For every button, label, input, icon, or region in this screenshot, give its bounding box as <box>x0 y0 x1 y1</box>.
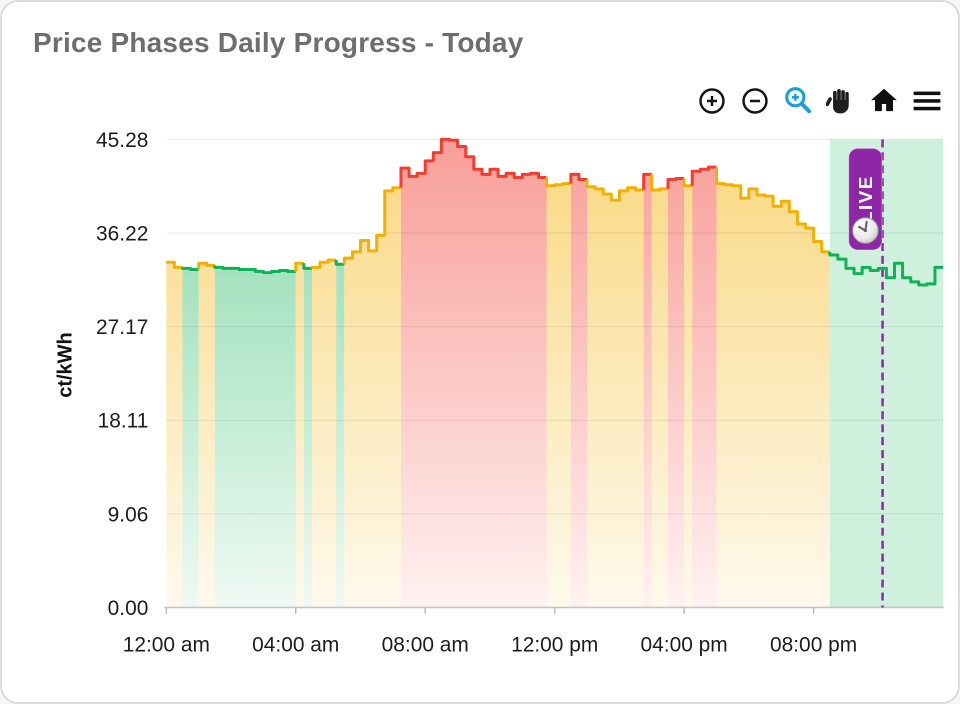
price-step-line <box>334 260 345 266</box>
x-tick-label: 08:00 am <box>382 633 469 656</box>
hamburger-menu-icon <box>913 91 941 111</box>
clock-icon <box>851 217 879 244</box>
x-tick-label: 04:00 am <box>252 633 339 656</box>
price-step-line <box>715 167 830 254</box>
price-step-line <box>666 177 685 189</box>
y-tick-label: 27.17 <box>96 316 148 339</box>
live-badge-label: LIVE <box>856 175 877 223</box>
phase-area-g <box>336 264 345 608</box>
phase-area-y <box>166 262 183 608</box>
phase-area-r <box>692 167 717 608</box>
price-step-line <box>166 260 183 269</box>
y-axis-title: ct/kWh <box>54 332 77 398</box>
price-step-line <box>828 251 944 287</box>
price-step-line <box>213 265 296 275</box>
phase-area-y <box>546 183 571 608</box>
price-step-line <box>569 172 588 184</box>
phase-area-y <box>311 260 337 608</box>
zoom-in-button[interactable] <box>697 86 727 116</box>
price-step-line <box>545 177 571 188</box>
price-step-line <box>399 137 547 188</box>
phase-area-y <box>198 263 215 608</box>
phase-area-g <box>182 268 199 608</box>
price-step-line <box>585 179 644 202</box>
menu-button[interactable] <box>912 86 942 116</box>
home-button[interactable] <box>869 86 899 116</box>
phase-area-y <box>651 188 668 608</box>
page-title: Price Phases Daily Progress - Today <box>33 27 524 58</box>
phase-area-r <box>643 174 652 608</box>
pan-button[interactable] <box>826 86 856 116</box>
price-step-line <box>197 261 215 270</box>
y-tick-label: 45.28 <box>96 129 148 152</box>
zoom-out-button[interactable] <box>740 86 770 116</box>
y-tick-label: 36.22 <box>96 223 148 246</box>
forecast-region <box>829 139 944 608</box>
home-icon <box>871 88 897 112</box>
price-step-line <box>642 172 652 190</box>
zoom-in-icon <box>699 88 725 114</box>
price-step-line <box>342 186 401 265</box>
price-step-line <box>302 263 312 270</box>
x-tick-label: 08:00 pm <box>770 633 857 656</box>
price-step-line <box>180 266 199 271</box>
pan-hand-icon <box>826 89 849 114</box>
x-tick-label: 04:00 pm <box>641 633 728 656</box>
price-step-line <box>690 165 717 186</box>
box-zoom-button[interactable] <box>783 86 813 116</box>
price-step-line <box>294 261 304 272</box>
price-step-line <box>650 174 668 192</box>
phase-area-y <box>587 186 644 608</box>
price-step-line <box>310 258 337 269</box>
y-tick-label: 0.00 <box>108 597 149 620</box>
x-tick-label: 12:00 am <box>123 633 210 656</box>
price-step-line <box>682 178 693 188</box>
zoom-out-icon <box>742 88 768 114</box>
live-badge: LIVE <box>848 147 883 251</box>
phase-area-r <box>400 139 547 608</box>
phase-area-g <box>214 267 296 608</box>
phase-area-y <box>295 263 304 608</box>
phase-area-y <box>344 187 401 608</box>
phase-area-y <box>684 185 693 608</box>
y-tick-label: 18.11 <box>98 410 149 433</box>
phase-area-g <box>303 268 312 608</box>
phase-area-y <box>716 183 830 608</box>
chart-toolbar <box>697 86 942 116</box>
y-tick-label: 9.06 <box>108 503 149 526</box>
phase-area-r <box>667 178 685 608</box>
x-tick-label: 12:00 pm <box>511 633 598 656</box>
box-zoom-magnifier-icon <box>785 87 812 114</box>
phase-area-r <box>570 174 588 608</box>
